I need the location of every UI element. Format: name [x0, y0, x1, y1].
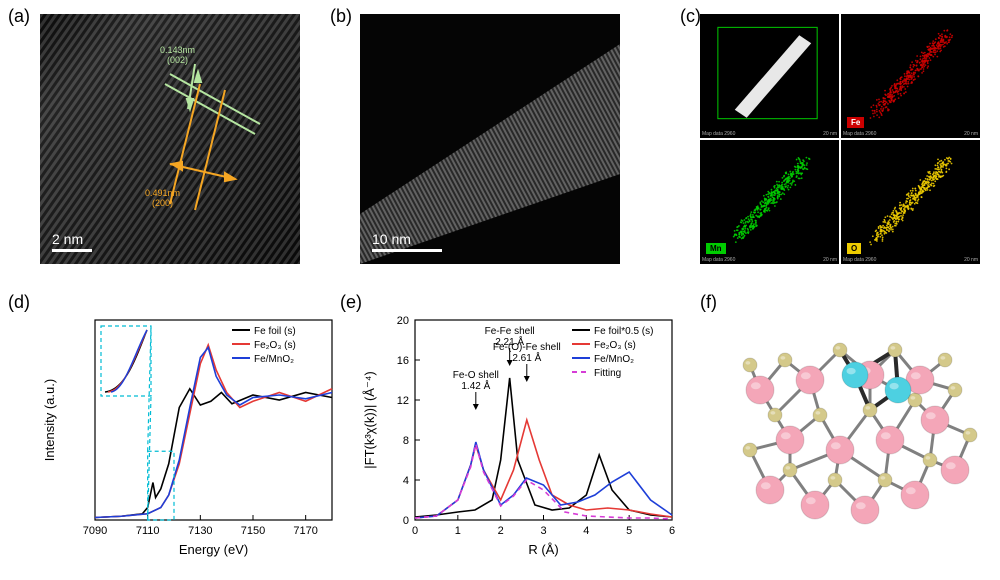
panel-d: 7090 7110 7130 7150 7170 Energy (eV) Intensity…: [40, 310, 340, 560]
exafs-chart: 0123456048121620R (Å)|FT(k³χ(k))| (Å⁻⁴)F…: [360, 310, 680, 560]
svg-text:4: 4: [403, 475, 409, 487]
nanorod-image: [360, 14, 620, 264]
svg-text:Fe₂O₃ (s): Fe₂O₃ (s): [594, 340, 636, 351]
panel-a: 0.143nm(002) 0.491nm(200) 2 nm: [40, 14, 300, 264]
atomic-model: [720, 320, 980, 550]
eds-footer: Map data 296020 nm: [700, 256, 839, 264]
svg-text:Fe-(O)-Fe shell: Fe-(O)-Fe shell: [493, 342, 561, 353]
svg-text:1: 1: [455, 525, 461, 537]
panel-b: 10 nm: [360, 14, 620, 264]
svg-text:5: 5: [626, 525, 632, 537]
svg-text:2.61 Å: 2.61 Å: [512, 351, 541, 364]
eds-element-label: O: [847, 243, 861, 254]
svg-text:12: 12: [397, 395, 409, 407]
tem-image-b: 10 nm: [360, 14, 620, 264]
svg-text:R (Å): R (Å): [528, 542, 558, 557]
eds-footer: Map data 296020 nm: [841, 130, 980, 138]
panel-label-a: (a): [8, 6, 30, 27]
panel-f: [720, 320, 980, 550]
panel-c: Map data 296020 nmFeMap data 296020 nmMn…: [700, 14, 980, 264]
svg-text:Fe/MnO₂: Fe/MnO₂: [594, 354, 634, 365]
svg-text:7130: 7130: [188, 525, 212, 537]
eds-cell-0: Map data 296020 nm: [700, 14, 839, 138]
svg-text:7110: 7110: [136, 525, 160, 537]
panel-label-c: (c): [680, 6, 701, 27]
panel-label-d: (d): [8, 292, 30, 313]
svg-text:|FT(k³χ(k))| (Å⁻⁴): |FT(k³χ(k))| (Å⁻⁴): [362, 371, 377, 469]
svg-text:0: 0: [412, 525, 418, 537]
svg-text:Energy (eV): Energy (eV): [179, 542, 248, 557]
svg-text:Fe/MnO₂: Fe/MnO₂: [254, 354, 294, 365]
svg-text:Fe₂O₃ (s): Fe₂O₃ (s): [254, 340, 296, 351]
panel-label-e: (e): [340, 292, 362, 313]
eds-footer: Map data 296020 nm: [841, 256, 980, 264]
svg-text:2: 2: [498, 525, 504, 537]
svg-text:6: 6: [669, 525, 675, 537]
hrtem-image-a: 0.143nm(002) 0.491nm(200) 2 nm: [40, 14, 300, 264]
panel-e: 0123456048121620R (Å)|FT(k³χ(k))| (Å⁻⁴)F…: [360, 310, 680, 560]
svg-text:7150: 7150: [241, 525, 265, 537]
eds-element-label: Mn: [706, 243, 726, 254]
eds-cell-3: O Map data 296020 nm: [841, 140, 980, 264]
svg-text:Fe-Fe shell: Fe-Fe shell: [485, 326, 535, 337]
eds-cell-2: Mn Map data 296020 nm: [700, 140, 839, 264]
scalebar-b: 10 nm: [372, 231, 442, 252]
svg-text:4: 4: [583, 525, 589, 537]
eds-cell-1: Fe Map data 296020 nm: [841, 14, 980, 138]
lattice-label-2: 0.491nm(200): [145, 189, 180, 209]
eds-map-grid: Map data 296020 nmFeMap data 296020 nmMn…: [700, 14, 980, 264]
svg-text:3: 3: [540, 525, 546, 537]
panel-label-f: (f): [700, 292, 717, 313]
lattice-label-1: 0.143nm(002): [160, 46, 195, 66]
svg-text:Fe foil (s): Fe foil (s): [254, 326, 296, 337]
svg-text:7090: 7090: [83, 525, 107, 537]
svg-text:16: 16: [397, 355, 409, 367]
svg-text:Fe foil*0.5 (s): Fe foil*0.5 (s): [594, 326, 653, 337]
svg-text:20: 20: [397, 315, 409, 327]
svg-text:1.42 Å: 1.42 Å: [461, 379, 490, 392]
svg-text:7170: 7170: [293, 525, 317, 537]
svg-text:Intensity (a.u.): Intensity (a.u.): [42, 379, 57, 461]
panel-label-b: (b): [330, 6, 352, 27]
svg-text:Fitting: Fitting: [594, 368, 621, 379]
xanes-chart: 7090 7110 7130 7150 7170 Energy (eV) Intensity…: [40, 310, 340, 560]
svg-text:Fe-O shell: Fe-O shell: [453, 370, 499, 381]
svg-text:0: 0: [403, 515, 409, 527]
eds-footer: Map data 296020 nm: [700, 130, 839, 138]
svg-text:8: 8: [403, 435, 409, 447]
scalebar-a: 2 nm: [52, 231, 92, 252]
eds-element-label: Fe: [847, 117, 864, 128]
